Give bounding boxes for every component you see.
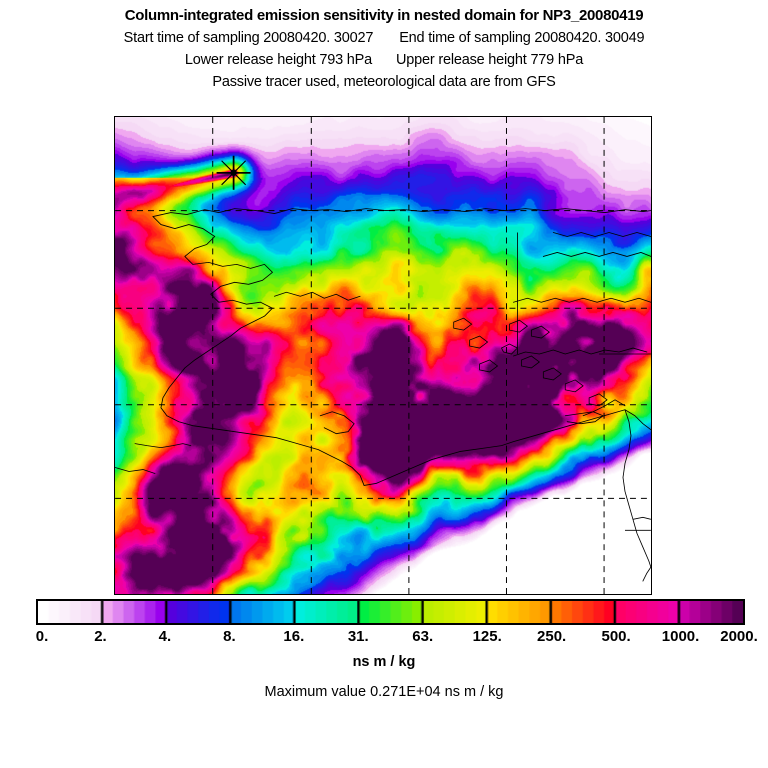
colorbar-tick-6: 63. — [412, 628, 434, 645]
colorbar-tick-1: 2. — [94, 628, 107, 645]
colorbar-tick-labels: 0. 2. 4. 8. 16. 31. 63. 125. 250. 500. 1000. 2000. — [0, 628, 768, 648]
maximum-value-label: Maximum value 0.271E+04 ns m / kg — [264, 684, 504, 700]
colorbar-tick-4: 16. — [283, 628, 305, 645]
colorbar-tick-8: 250. — [537, 628, 567, 645]
colorbar-tick-2: 4. — [158, 628, 172, 645]
colorbar-gradient — [36, 599, 745, 625]
colorbar-tick-3: 8. — [223, 628, 236, 645]
release-height-row: Lower release height 793 hPa Upper releas… — [0, 52, 768, 68]
colorbar-tick-0: 0. — [35, 628, 49, 645]
colorbar-tick-9: 500. — [601, 628, 631, 645]
colorbar-unit-label: ns m / kg — [352, 654, 416, 670]
start-time-label: Start time of sampling 20080420. 30027 — [123, 30, 374, 46]
tracer-meteo-label: Passive tracer used, meteorological data… — [212, 74, 556, 90]
figure-header: Column-integrated emission sensitivity i… — [0, 0, 768, 90]
lower-release-height-label: Lower release height 793 hPa — [184, 52, 372, 68]
colorbar — [36, 599, 745, 625]
sampling-time-row: Start time of sampling 20080420. 30027 En… — [0, 30, 768, 46]
upper-release-height-label: Upper release height 779 hPa — [396, 52, 584, 68]
emission-sensitivity-heatmap — [115, 117, 651, 594]
colorbar-tick-5: 31. — [347, 628, 369, 645]
map-plot-area — [114, 116, 652, 595]
end-time-label: End time of sampling 20080420. 30049 — [399, 30, 645, 46]
page-title: Column-integrated emission sensitivity i… — [124, 7, 644, 24]
colorbar-tick-11: 2000. — [720, 628, 758, 645]
colorbar-tick-7: 125. — [472, 628, 502, 645]
colorbar-tick-10: 1000. — [661, 628, 700, 645]
